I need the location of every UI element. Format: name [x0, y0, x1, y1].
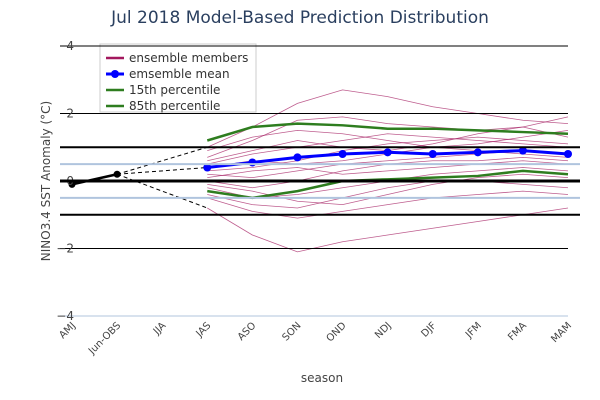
- legend-box: [99, 43, 257, 113]
- member-line: [207, 136, 569, 172]
- member-line: [207, 133, 569, 165]
- x-tick-label: SON: [280, 320, 303, 343]
- mean-point: [564, 150, 572, 158]
- legend-marker: [111, 70, 119, 78]
- cone-line: [117, 167, 208, 175]
- y-tick-label: −4: [56, 309, 74, 323]
- mean-point: [293, 153, 302, 162]
- legend-label: 85th percentile: [129, 99, 220, 113]
- y-tick-label: 4: [66, 39, 74, 53]
- member-line: [207, 89, 569, 148]
- y-tick-label: −2: [56, 242, 74, 256]
- x-tick-label: FMA: [506, 320, 529, 343]
- x-tick-label: MAM: [549, 320, 574, 345]
- x-axis-label: season: [301, 371, 343, 385]
- mean-point: [383, 148, 392, 157]
- cone-line: [116, 146, 208, 175]
- x-tick-label: DJF: [419, 320, 439, 340]
- mean-point: [473, 148, 482, 157]
- y-tick-label: 2: [66, 107, 74, 121]
- x-tick-label: AMJ: [57, 320, 78, 341]
- member-line: [207, 160, 569, 179]
- member-line: [207, 116, 569, 158]
- legend-label: ensemble members: [129, 51, 248, 65]
- observed-line: [71, 173, 118, 186]
- x-tick-label: OND: [325, 320, 349, 344]
- mean-point: [203, 163, 212, 172]
- legend: ensemble members emsemble mean 15th percen…: [99, 43, 257, 113]
- observed-point: [68, 180, 76, 188]
- member-line: [207, 207, 569, 253]
- x-tick-label: NDJ: [373, 320, 394, 341]
- mean-point: [518, 146, 527, 155]
- mean-point: [428, 150, 437, 158]
- x-tick-label: JJA: [151, 320, 168, 337]
- percentile-line: [206, 122, 569, 142]
- member-line: [207, 190, 569, 219]
- chart-title: Jul 2018 Model-Based Prediction Distribu…: [110, 8, 489, 28]
- observed-point: [113, 170, 121, 178]
- legend-label: 15th percentile: [129, 83, 220, 97]
- x-tick-label: ASO: [236, 320, 259, 343]
- plot-area: [68, 89, 572, 253]
- x-tick-label: JAS: [194, 320, 214, 340]
- legend-label: emsemble mean: [129, 67, 230, 81]
- mean-point: [338, 150, 347, 158]
- percentile-line: [207, 169, 569, 200]
- x-tick-label: JFM: [463, 320, 484, 341]
- mean-point: [248, 158, 257, 167]
- member-line: [207, 180, 569, 209]
- y-axis-label: NINO3.4 SST Anomaly (°C): [39, 101, 53, 261]
- cone-line: [116, 173, 208, 209]
- x-tick-label: Jun-OBS: [86, 320, 123, 357]
